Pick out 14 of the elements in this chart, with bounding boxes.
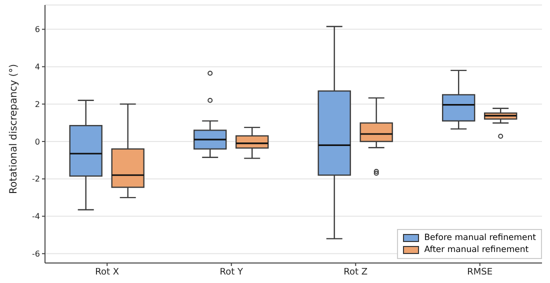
x-tick-label: Rot X [95,267,120,278]
x-tick-label: RMSE [467,267,493,278]
y-tick-label: 4 [34,62,40,72]
x-tick-label: Rot Z [344,267,368,278]
y-tick-label: -6 [32,249,40,258]
y-tick-label: -2 [32,174,40,184]
legend-label: Before manual refinement [424,232,536,244]
y-axis-title: Rotational discrepancy (°) [8,64,20,194]
legend-label: After manual refinement [424,244,529,256]
y-tick-label: -4 [32,212,40,222]
y-tick-label: 6 [34,25,40,34]
y-tick-label: 0 [34,137,40,146]
y-tick-label: 2 [34,100,40,109]
x-tick-label: Rot Y [220,267,244,278]
